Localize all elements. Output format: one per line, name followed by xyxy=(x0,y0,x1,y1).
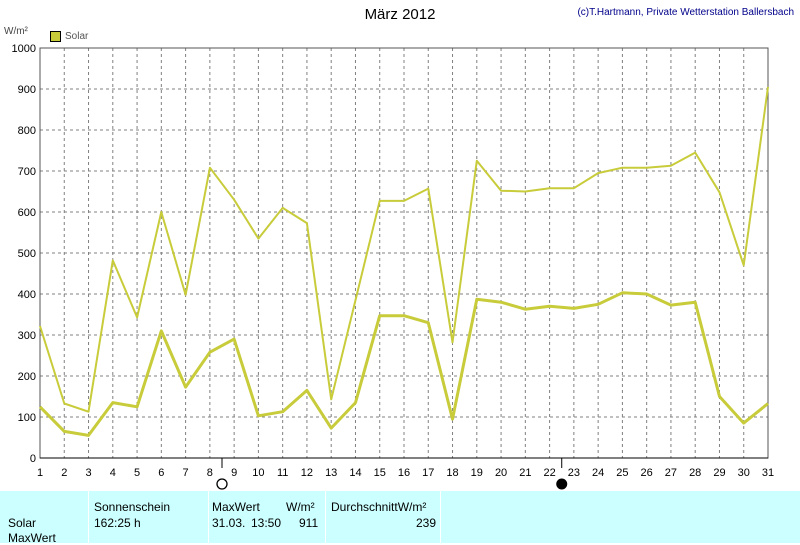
chart-title: März 2012 xyxy=(364,6,436,23)
row-label-maxwert: MaxWert xyxy=(8,531,56,545)
x-tick-label: 22 xyxy=(543,467,555,479)
x-tick-label: 30 xyxy=(738,467,750,479)
x-tick-label: 25 xyxy=(616,467,628,479)
average-header: DurchschnittW/m² xyxy=(331,500,427,514)
table-divider xyxy=(208,491,209,543)
x-tick-label: 28 xyxy=(689,467,701,479)
y-tick-label: 400 xyxy=(18,289,36,301)
maxwert-date: 31.03. xyxy=(212,516,246,530)
x-tick-label: 3 xyxy=(85,467,91,479)
series-line-solar-avg xyxy=(38,291,769,437)
x-tick-label: 20 xyxy=(495,467,507,479)
x-tick-label: 19 xyxy=(471,467,483,479)
y-tick-label: 1000 xyxy=(12,43,36,55)
x-tick-label: 17 xyxy=(422,467,434,479)
maxwert-header: MaxWert xyxy=(212,500,260,514)
summary-table: Solar MaxWert Sonnenschein 162:25 h MaxW… xyxy=(0,491,800,545)
y-tick-label: 700 xyxy=(18,166,36,178)
maxwert-unit-header: W/m² xyxy=(286,500,315,514)
y-tick-label: 800 xyxy=(18,125,36,137)
x-tick-label: 8 xyxy=(207,467,213,479)
x-tick-label: 6 xyxy=(158,467,164,479)
table-divider xyxy=(325,491,326,543)
x-tick-label: 13 xyxy=(325,467,337,479)
x-tick-label: 14 xyxy=(349,467,361,479)
x-tick-label: 21 xyxy=(519,467,531,479)
x-tick-label: 1 xyxy=(37,467,43,479)
x-tick-label: 7 xyxy=(183,467,189,479)
legend-label: Solar xyxy=(65,31,89,42)
maxwert-time: 13:50 xyxy=(251,516,282,530)
average-value: 239 xyxy=(416,516,437,530)
x-tick-label: 26 xyxy=(641,467,653,479)
y-tick-label: 0 xyxy=(30,453,36,465)
legend-swatch xyxy=(50,31,61,42)
x-tick-label: 16 xyxy=(398,467,410,479)
y-tick-label: 600 xyxy=(18,207,36,219)
x-tick-label: 9 xyxy=(231,467,237,479)
y-tick-label: 100 xyxy=(18,412,36,424)
y-axis-label: W/m² xyxy=(4,26,28,37)
x-tick-label: 15 xyxy=(374,467,386,479)
sonnenschein-header: Sonnenschein xyxy=(94,500,171,514)
series-line-solar-max xyxy=(39,86,769,413)
x-tick-label: 29 xyxy=(713,467,725,479)
full-moon-icon xyxy=(216,478,228,490)
x-tick-label: 2 xyxy=(61,467,67,479)
new-moon-icon xyxy=(556,478,568,490)
x-tick-label: 27 xyxy=(665,467,677,479)
x-tick-label: 10 xyxy=(252,467,264,479)
y-tick-label: 900 xyxy=(18,84,36,96)
table-divider xyxy=(440,491,441,543)
y-tick-label: 500 xyxy=(18,248,36,260)
x-tick-label: 4 xyxy=(110,467,116,479)
x-tick-label: 11 xyxy=(277,467,288,479)
y-tick-label: 300 xyxy=(18,330,36,342)
maxwert-value: 911 xyxy=(299,516,319,530)
y-tick-label: 200 xyxy=(18,371,36,383)
copyright-notice: (c)T.Hartmann, Private Wetterstation Bal… xyxy=(577,7,794,18)
x-tick-label: 18 xyxy=(446,467,458,479)
x-tick-label: 12 xyxy=(301,467,313,479)
table-divider xyxy=(88,491,89,543)
legend: Solar xyxy=(50,31,88,42)
x-tick-label: 23 xyxy=(568,467,580,479)
x-tick-label: 31 xyxy=(762,467,774,479)
x-tick-label: 24 xyxy=(592,467,604,479)
x-tick-label: 5 xyxy=(134,467,140,479)
sonnenschein-value: 162:25 h xyxy=(94,516,141,530)
row-label-solar: Solar xyxy=(8,516,37,530)
